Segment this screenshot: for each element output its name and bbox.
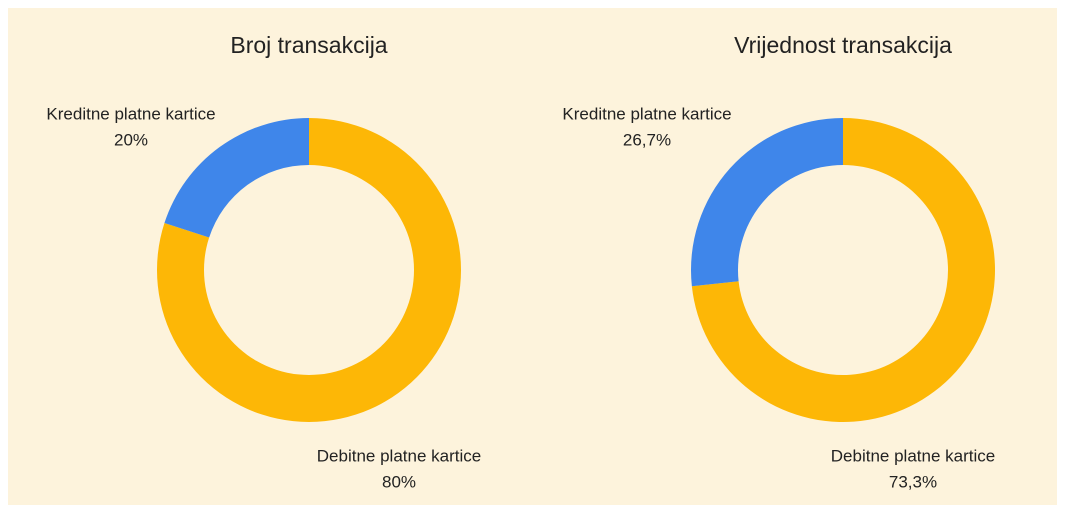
- donut-slice: [691, 118, 843, 287]
- chart-title: Broj transakcija: [230, 32, 387, 58]
- slice-label: Debitne platne kartice: [831, 446, 995, 465]
- donut-slice: [691, 118, 995, 423]
- chart-title: Vrijednost transakcija: [734, 32, 952, 58]
- slice-value-label: 73,3%: [889, 472, 937, 491]
- slice-label: Kreditne platne kartice: [562, 104, 731, 123]
- donut-slice: [157, 118, 461, 422]
- slice-label: Kreditne platne kartice: [46, 104, 215, 123]
- donut-slice: [164, 118, 309, 238]
- slice-value-label: 26,7%: [623, 130, 671, 149]
- slice-label: Debitne platne kartice: [317, 446, 481, 465]
- slice-value-label: 20%: [114, 130, 148, 149]
- slice-value-label: 80%: [382, 472, 416, 491]
